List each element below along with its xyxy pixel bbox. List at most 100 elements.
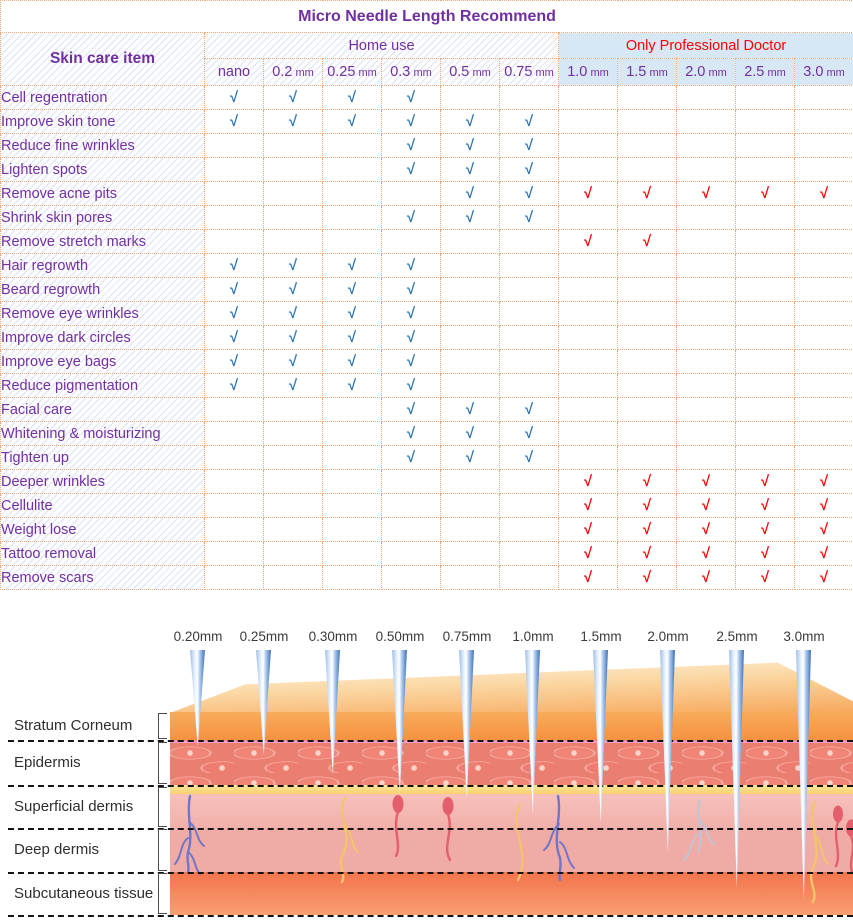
check-cell: √ <box>793 469 853 494</box>
layer-bracket <box>158 742 167 784</box>
table-row: Improve skin tone √ √ √ √ √ √ <box>0 109 853 134</box>
check-cell <box>793 229 853 254</box>
check-cell: √ <box>381 301 441 326</box>
check-cell: √ <box>204 301 264 326</box>
check-cell <box>558 85 618 110</box>
check-mark: √ <box>288 352 298 370</box>
check-cell: √ <box>322 253 382 278</box>
check-cell <box>676 325 736 350</box>
check-cell: √ <box>558 469 618 494</box>
check-cell: √ <box>322 373 382 398</box>
check-cell: √ <box>204 253 264 278</box>
check-cell <box>676 133 736 158</box>
table-row: Shrink skin pores √ √ √ <box>0 205 853 230</box>
column-header-0-5-mm: 0.5 mm <box>440 58 500 86</box>
check-cell <box>676 109 736 134</box>
check-cell <box>322 133 382 158</box>
check-mark: √ <box>406 328 416 346</box>
check-cell <box>440 565 500 590</box>
check-cell <box>499 541 559 566</box>
check-cell <box>617 373 677 398</box>
check-cell <box>558 445 618 470</box>
check-cell <box>793 325 853 350</box>
check-cell <box>204 541 264 566</box>
check-cell: √ <box>381 277 441 302</box>
check-cell <box>322 517 382 542</box>
layer-bracket <box>158 873 167 914</box>
check-cell: √ <box>440 445 500 470</box>
row-header-skin-care-item: Skin care item <box>0 32 205 86</box>
check-mark: √ <box>760 184 770 202</box>
check-cell <box>322 397 382 422</box>
check-cell <box>204 205 264 230</box>
check-mark: √ <box>347 328 357 346</box>
check-cell: √ <box>381 157 441 182</box>
page-title: Micro Needle Length Recommend <box>0 0 853 33</box>
check-cell <box>676 397 736 422</box>
check-cell: √ <box>440 397 500 422</box>
check-cell <box>735 157 795 182</box>
check-cell: √ <box>204 325 264 350</box>
check-cell: √ <box>617 493 677 518</box>
check-mark: √ <box>406 136 416 154</box>
check-cell <box>558 109 618 134</box>
check-cell <box>793 397 853 422</box>
check-mark: √ <box>229 256 239 274</box>
check-cell <box>204 181 264 206</box>
check-mark: √ <box>406 160 416 178</box>
check-cell: √ <box>322 301 382 326</box>
check-cell: √ <box>735 541 795 566</box>
column-header-nano: nano <box>204 58 264 86</box>
row-label: Beard regrowth <box>0 277 205 302</box>
check-cell <box>322 181 382 206</box>
check-mark: √ <box>288 304 298 322</box>
column-header-3-0-mm: 3.0 mm <box>793 58 853 86</box>
row-label: Cellulite <box>0 493 205 518</box>
check-cell <box>263 133 323 158</box>
check-mark: √ <box>524 400 534 418</box>
column-header-0-2-mm: 0.2 mm <box>263 58 323 86</box>
check-mark: √ <box>229 280 239 298</box>
check-cell: √ <box>204 277 264 302</box>
check-mark: √ <box>229 304 239 322</box>
check-cell <box>558 325 618 350</box>
check-cell <box>735 253 795 278</box>
check-mark: √ <box>524 448 534 466</box>
check-cell <box>617 349 677 374</box>
check-mark: √ <box>819 496 829 514</box>
check-cell: √ <box>440 133 500 158</box>
check-cell <box>558 373 618 398</box>
check-cell <box>263 517 323 542</box>
check-cell <box>735 325 795 350</box>
check-cell: √ <box>617 469 677 494</box>
check-cell: √ <box>263 349 323 374</box>
check-mark: √ <box>229 352 239 370</box>
check-mark: √ <box>406 208 416 226</box>
check-cell <box>204 517 264 542</box>
row-label: Improve eye bags <box>0 349 205 374</box>
check-cell <box>263 469 323 494</box>
check-cell <box>558 133 618 158</box>
check-cell <box>322 421 382 446</box>
check-cell <box>558 301 618 326</box>
check-cell <box>322 565 382 590</box>
check-mark: √ <box>347 352 357 370</box>
table-row: Remove acne pits √ √ √ √ √ √ √ <box>0 181 853 206</box>
table-row: Hair regrowth √ √ √ √ <box>0 253 853 278</box>
check-cell: √ <box>440 205 500 230</box>
check-cell: √ <box>381 133 441 158</box>
check-cell: √ <box>381 205 441 230</box>
check-cell: √ <box>793 541 853 566</box>
needle-length-label: 2.5mm <box>716 629 758 644</box>
check-mark: √ <box>465 112 475 130</box>
check-cell <box>322 157 382 182</box>
check-cell: √ <box>617 181 677 206</box>
check-cell <box>204 133 264 158</box>
check-mark: √ <box>465 184 475 202</box>
check-mark: √ <box>288 328 298 346</box>
check-cell <box>499 229 559 254</box>
check-cell <box>322 205 382 230</box>
check-mark: √ <box>760 520 770 538</box>
check-cell <box>676 205 736 230</box>
column-header-2-5-mm: 2.5 mm <box>735 58 795 86</box>
